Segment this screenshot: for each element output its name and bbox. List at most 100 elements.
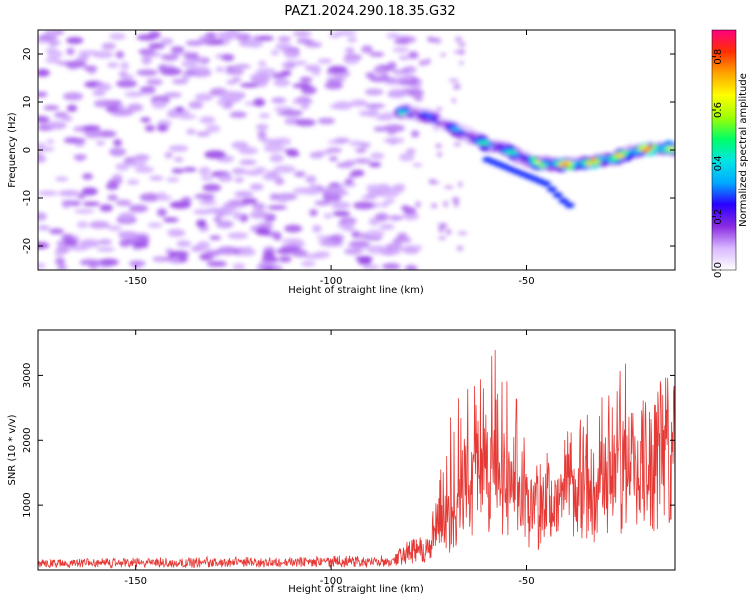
spectrogram-cell — [234, 190, 254, 198]
spectrogram-cell — [405, 89, 424, 97]
spectrogram-cell — [464, 133, 471, 138]
spectrogram-cell — [166, 177, 180, 183]
colorbar-tick-label: 0.4 — [713, 155, 724, 171]
spectrogram-cell — [147, 222, 163, 228]
spectrogram-cell — [163, 92, 182, 98]
spectrogram-cell — [206, 260, 228, 267]
spectrogram-cell — [445, 125, 452, 130]
spectrogram-cell — [459, 61, 464, 65]
spectrogram-cell — [171, 51, 183, 56]
spectrogram-cell — [511, 149, 517, 154]
spectrogram-cell — [323, 185, 345, 194]
spectrogram-cell — [525, 157, 532, 162]
spectrogram-cell — [443, 200, 449, 208]
spectrogram-cell — [63, 92, 84, 101]
spectrogram-cell — [564, 202, 575, 209]
spectrogram-cell — [181, 72, 191, 81]
spectrogram-cell — [238, 248, 256, 257]
spectrogram-cell — [241, 198, 258, 205]
spectrogram-cell — [351, 230, 361, 239]
spectrogram-cell — [120, 61, 129, 70]
spectrogram-cell — [344, 222, 354, 231]
spectrogram-cell — [273, 165, 296, 174]
spectrogram-cell — [358, 110, 378, 117]
spectrogram-cell — [75, 154, 85, 162]
spectrogram-cell — [403, 65, 417, 74]
spectrogram-cell — [378, 112, 399, 119]
spectrogram-cell — [168, 145, 189, 152]
spectrogram-cell — [345, 47, 355, 54]
spectrogram-cell — [399, 153, 415, 162]
spectrogram-cell — [220, 90, 241, 100]
spectrogram-cell — [292, 60, 308, 66]
spectrogram-cell — [89, 221, 110, 229]
spectrogram-cell — [366, 229, 385, 238]
snr-x-ticks: -150 -100 -50 — [124, 330, 535, 587]
spectrogram-cell — [312, 224, 322, 233]
spectrogram-cell — [398, 111, 405, 116]
spectrogram-cell — [368, 161, 382, 168]
spectrogram-cell — [388, 88, 410, 97]
spectrogram-cell — [65, 60, 87, 68]
spectrogram-cell — [581, 161, 588, 165]
spectrogram-cell — [406, 148, 416, 155]
spectrogram-cell — [411, 84, 422, 90]
spectrogram-cell — [111, 174, 123, 181]
spectrogram-cell — [200, 175, 214, 181]
spectrogram-cell — [125, 160, 148, 167]
spectrogram-cell — [294, 171, 306, 178]
spectrogram-cell — [348, 173, 359, 178]
spectrogram-cell — [57, 264, 68, 270]
spectrogram-cell — [267, 205, 288, 210]
spectrogram-cell — [309, 209, 318, 217]
spectrogram-cell — [115, 50, 125, 59]
spectrogram-cell — [600, 156, 607, 161]
spectrogram-cell — [196, 219, 207, 228]
spectrogram-cell — [110, 110, 133, 117]
spectrogram-cell — [341, 181, 357, 188]
spectrogram-cell — [277, 196, 289, 203]
spectrogram-cell — [38, 69, 50, 77]
spectrogram-cell — [144, 124, 156, 132]
spectrogram-cell — [77, 192, 86, 200]
spectrogram-cell — [92, 90, 106, 96]
spectrogram-cell — [82, 125, 101, 131]
spectrogram-cell — [172, 78, 188, 85]
spectrogram-cell — [529, 156, 536, 161]
spectrogram-cell — [387, 127, 397, 136]
spectrogram-cell — [66, 36, 84, 45]
spectrogram-cell — [314, 200, 331, 206]
spectrogram-cell — [228, 200, 241, 205]
spectrogram-cell — [55, 176, 69, 182]
spectrogram-cell — [651, 144, 658, 149]
spectrogram-cell — [81, 187, 98, 196]
spectrogram-cell — [506, 150, 513, 155]
spectrogram-cell — [175, 106, 184, 113]
spectrogram-cell — [178, 114, 197, 120]
spectrogram-cell — [118, 212, 136, 221]
spectrogram-cell — [415, 201, 421, 208]
spectrogram-cell — [107, 194, 118, 201]
spectrogram-cell — [174, 157, 184, 162]
spectrogram-cell — [316, 235, 328, 240]
spectrogram-cell — [454, 126, 461, 131]
spectrogram-cell — [458, 181, 463, 188]
spectrogram-cell — [361, 195, 377, 200]
spectrogram-cell — [66, 47, 75, 56]
spectrogram-cell — [323, 213, 333, 219]
spectrogram-cell — [437, 223, 448, 227]
spectrogram-cell — [473, 139, 480, 144]
spectrogram-cell — [572, 161, 578, 166]
spectrogram-cell — [206, 207, 228, 214]
spectrogram-cell — [176, 240, 192, 248]
x-tick-label: -50 — [518, 576, 534, 587]
spectrogram-cell — [453, 50, 464, 54]
spectrogram-cell — [383, 137, 405, 144]
spectrogram-cell — [227, 232, 249, 240]
spectrogram-cell — [339, 217, 357, 226]
spectrogram-cell — [335, 30, 357, 36]
spectrogram-cell — [221, 54, 235, 62]
snr-y-label: SNR (10 * v/v) — [7, 414, 18, 485]
spectrogram-cell — [492, 147, 499, 152]
